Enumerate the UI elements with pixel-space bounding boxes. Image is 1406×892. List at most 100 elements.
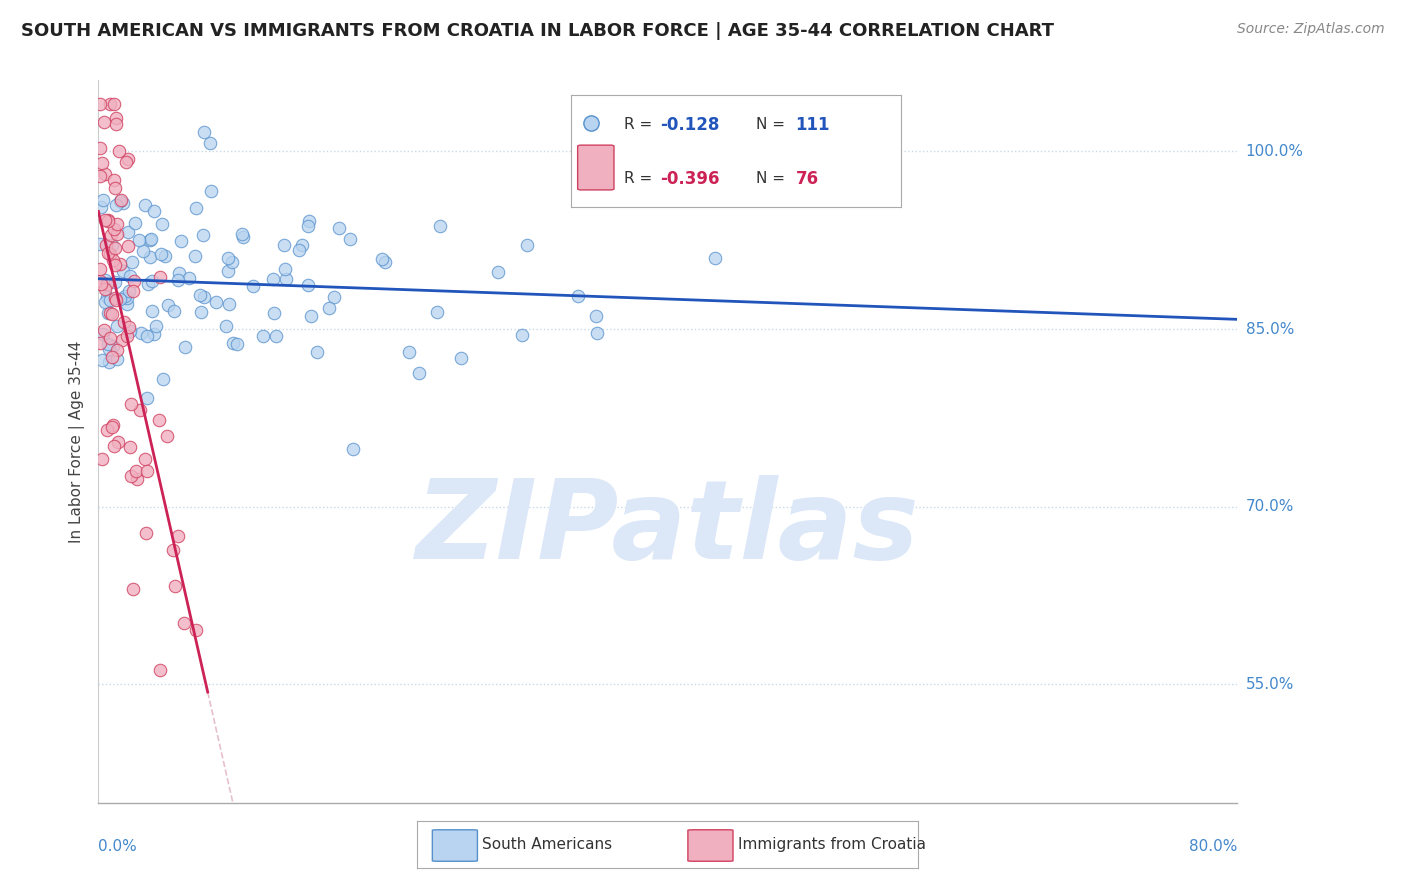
- Point: [217, 252, 239, 266]
- Point: [222, 335, 245, 350]
- Point: [567, 289, 589, 303]
- Point: [148, 413, 170, 427]
- Point: [429, 219, 451, 233]
- Point: [263, 306, 285, 320]
- Point: [297, 278, 319, 293]
- Point: [89, 274, 111, 288]
- Point: [231, 227, 253, 242]
- Point: [408, 366, 430, 380]
- Point: [97, 246, 120, 260]
- Point: [198, 136, 221, 151]
- Point: [127, 472, 149, 486]
- Point: [107, 144, 129, 158]
- Point: [516, 238, 538, 252]
- Point: [101, 339, 124, 353]
- Point: [111, 196, 134, 211]
- Point: [136, 328, 159, 343]
- Point: [120, 268, 142, 283]
- Point: [105, 118, 128, 132]
- Point: [298, 214, 321, 228]
- Point: [122, 284, 145, 298]
- Point: [89, 169, 111, 183]
- Point: [120, 469, 142, 483]
- Point: [103, 439, 125, 453]
- Text: Source: ZipAtlas.com: Source: ZipAtlas.com: [1237, 22, 1385, 37]
- Point: [307, 345, 329, 359]
- Point: [162, 303, 184, 318]
- Point: [145, 319, 167, 334]
- Point: [122, 274, 145, 288]
- Point: [89, 141, 111, 155]
- Point: [104, 241, 127, 255]
- Point: [111, 264, 134, 278]
- Point: [299, 309, 322, 323]
- Point: [101, 350, 124, 364]
- Point: [585, 309, 607, 323]
- Point: [89, 336, 111, 351]
- Point: [115, 329, 138, 343]
- Point: [107, 435, 129, 450]
- Point: [264, 329, 287, 343]
- Point: [120, 397, 142, 411]
- Point: [322, 290, 344, 304]
- Point: [89, 237, 111, 252]
- Point: [141, 304, 163, 318]
- Text: 100.0%: 100.0%: [1246, 144, 1303, 159]
- Point: [117, 153, 139, 167]
- Point: [118, 284, 141, 298]
- Point: [91, 352, 114, 367]
- Point: [215, 319, 238, 334]
- Point: [179, 270, 201, 285]
- Point: [101, 307, 124, 321]
- Point: [115, 297, 138, 311]
- Point: [143, 204, 166, 219]
- Point: [105, 319, 128, 334]
- Point: [90, 200, 112, 214]
- Point: [122, 582, 145, 597]
- Point: [110, 194, 132, 208]
- Point: [103, 291, 125, 305]
- Point: [486, 265, 509, 279]
- Point: [97, 214, 120, 228]
- Point: [121, 255, 143, 269]
- Point: [141, 232, 163, 246]
- Point: [274, 271, 297, 285]
- Point: [104, 276, 127, 290]
- Point: [96, 277, 118, 291]
- Point: [101, 420, 124, 434]
- Point: [103, 173, 125, 187]
- Point: [108, 194, 131, 208]
- Point: [150, 247, 173, 261]
- Point: [91, 155, 114, 169]
- Point: [218, 296, 240, 310]
- Point: [232, 229, 254, 244]
- Point: [98, 97, 121, 112]
- Point: [191, 227, 214, 242]
- Point: [273, 262, 295, 277]
- Point: [426, 304, 449, 318]
- Point: [97, 213, 120, 227]
- Point: [173, 615, 195, 630]
- Point: [89, 262, 111, 277]
- Point: [105, 351, 128, 366]
- Point: [398, 344, 420, 359]
- Point: [103, 221, 125, 235]
- Point: [101, 252, 124, 267]
- Point: [98, 355, 121, 369]
- Point: [174, 340, 197, 354]
- Point: [184, 249, 207, 263]
- Point: [124, 216, 146, 230]
- Point: [100, 227, 122, 242]
- Text: 80.0%: 80.0%: [1189, 838, 1237, 854]
- Point: [288, 243, 311, 257]
- Point: [139, 251, 162, 265]
- Point: [370, 252, 392, 266]
- Point: [91, 451, 114, 466]
- Point: [100, 238, 122, 252]
- Point: [204, 294, 226, 309]
- Point: [104, 258, 127, 272]
- Point: [118, 320, 141, 334]
- Point: [328, 221, 350, 235]
- Point: [104, 198, 127, 212]
- Point: [98, 330, 121, 344]
